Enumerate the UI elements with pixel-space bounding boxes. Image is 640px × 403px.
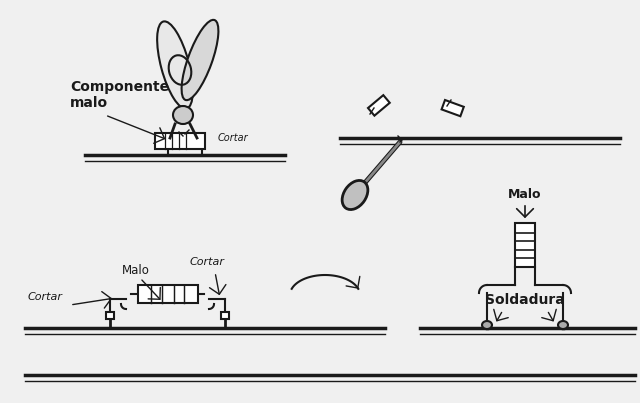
Bar — [138, 285, 198, 303]
Bar — [106, 312, 114, 319]
Bar — [221, 312, 229, 319]
Text: Cortar: Cortar — [28, 292, 63, 302]
Ellipse shape — [157, 21, 193, 109]
Text: Cortar: Cortar — [190, 257, 225, 267]
Ellipse shape — [173, 106, 193, 124]
Text: Malo: Malo — [122, 264, 150, 276]
Ellipse shape — [482, 321, 492, 329]
Text: Soldadura: Soldadura — [485, 293, 565, 307]
Bar — [442, 100, 464, 116]
Text: Componente
malo: Componente malo — [70, 80, 169, 110]
Ellipse shape — [558, 321, 568, 329]
Bar — [155, 133, 205, 149]
Ellipse shape — [342, 181, 368, 210]
Text: Cortar: Cortar — [218, 133, 248, 143]
Ellipse shape — [182, 20, 218, 100]
Text: Malo: Malo — [508, 189, 541, 202]
Bar — [515, 223, 535, 267]
Bar — [368, 95, 390, 116]
